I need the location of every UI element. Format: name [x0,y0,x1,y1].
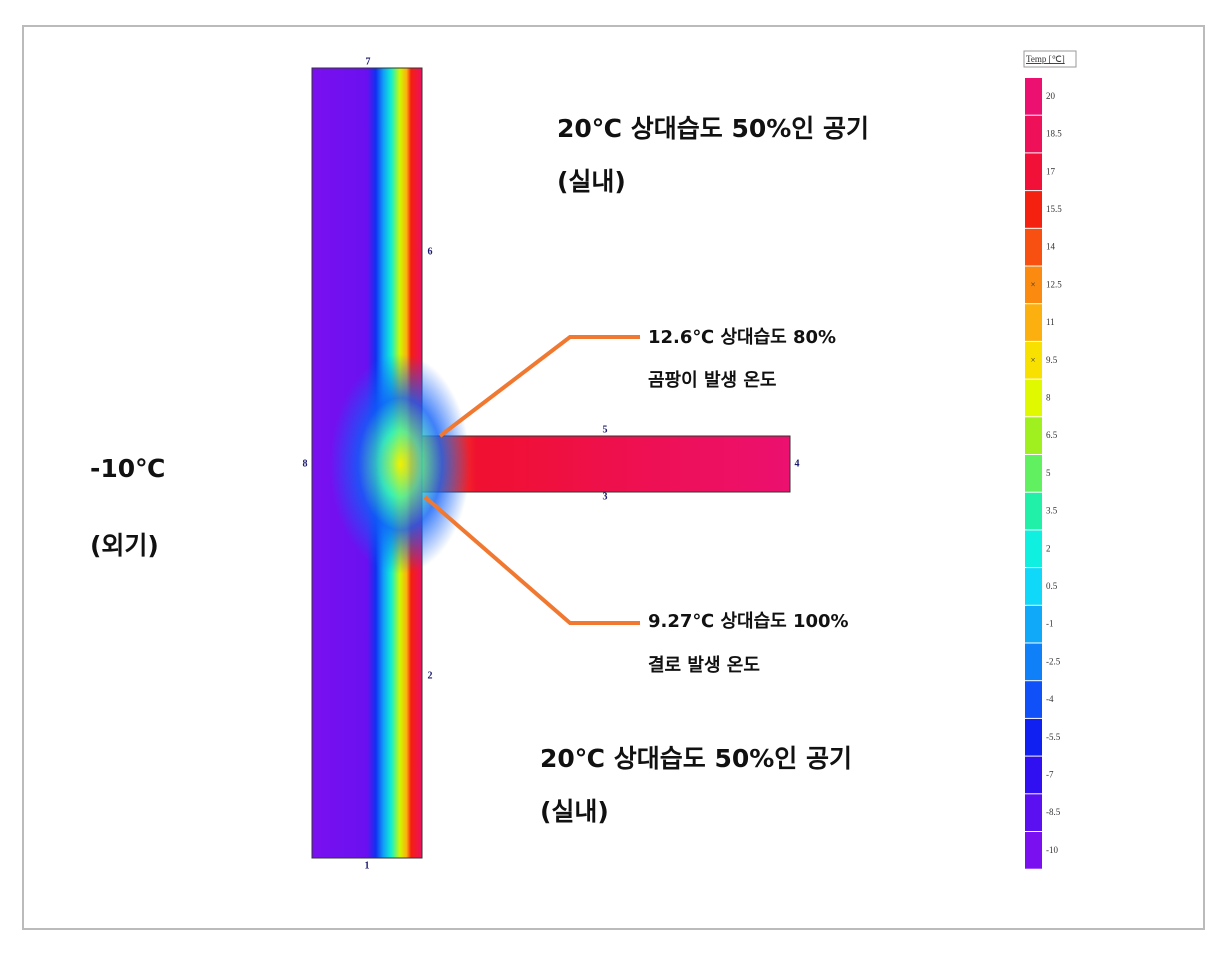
node-label: 1 [365,860,370,871]
legend-swatch [1025,341,1042,379]
legend-swatch [1025,492,1042,530]
legend-label: 9.5 [1046,355,1058,365]
outdoor-label: (외기) [90,531,159,560]
legend-swatch [1025,379,1042,417]
legend-swatch [1025,530,1042,568]
indoor-label: 20℃ 상대습도 50%인 공기 [557,114,869,143]
legend-label: 2 [1046,543,1051,553]
legend-swatch [1025,681,1042,718]
outdoor-label: -10℃ [90,454,165,483]
legend-label: 3.5 [1046,506,1058,516]
legend-label: -10 [1046,845,1058,855]
legend-label: -5.5 [1046,732,1061,742]
legend-label: -4 [1046,694,1054,704]
node-label: 5 [603,424,608,435]
legend-title-box [1023,50,1077,68]
legend-swatch [1025,605,1042,643]
legend-label: -2.5 [1046,656,1061,666]
legend-swatch [1025,78,1042,115]
legend-label: -8.5 [1046,807,1061,817]
node-label: 6 [428,246,433,257]
callout-line [423,495,640,625]
legend-swatch [1025,115,1042,153]
indoor-label: 20℃ 상대습도 50%인 공기 [540,744,852,773]
callout-text: 9.27℃ 상대습도 100% [648,611,849,632]
legend-label: 6.5 [1046,430,1058,440]
legend-swatch [1025,568,1042,605]
frame [22,25,1205,930]
node-label: 3 [603,491,608,502]
legend-swatch [1025,756,1042,794]
legend-swatch [1025,417,1042,454]
legend-label: 18.5 [1046,129,1062,139]
legend-label: 5 [1046,468,1051,478]
legend-label: 0.5 [1046,581,1058,591]
slab [421,435,791,493]
legend-label: 11 [1046,317,1055,327]
node-label: 2 [428,670,433,681]
callout-text: 곰팡이 발생 온도 [648,370,776,391]
callout-text: 12.6℃ 상대습도 80% [648,327,836,348]
legend-swatch [1025,304,1042,341]
legend-swatch [1025,643,1042,681]
legend-swatch [1025,794,1042,831]
legend-label: 20 [1046,91,1056,101]
legend-label: -1 [1046,619,1054,629]
node-label: 4 [795,458,800,469]
callout-line [438,335,640,438]
legend-swatch [1025,153,1042,191]
legend-swatch [1025,455,1042,492]
legend-label: 8 [1046,393,1051,403]
legend-label: 12.5 [1046,279,1062,289]
node-label: 8 [303,458,308,469]
legend-label: 17 [1046,166,1056,176]
legend-marker: × [1030,279,1035,289]
legend-label: 14 [1046,242,1056,252]
indoor-label: (실내) [557,167,626,196]
legend-title: Temp [℃] [1026,54,1065,64]
legend-label: 15.5 [1046,204,1062,214]
legend-swatch [1025,228,1042,266]
node-label: 7 [366,56,371,67]
callout-text: 결로 발생 온도 [648,655,760,676]
legend-swatch [1025,718,1042,756]
legend-swatch [1025,266,1042,304]
legend-label: -7 [1046,770,1054,780]
legend-marker: × [1030,355,1035,365]
indoor-label: (실내) [540,797,609,826]
legend-swatch [1025,832,1042,869]
junction-field [330,354,470,574]
legend-swatch [1025,191,1042,228]
